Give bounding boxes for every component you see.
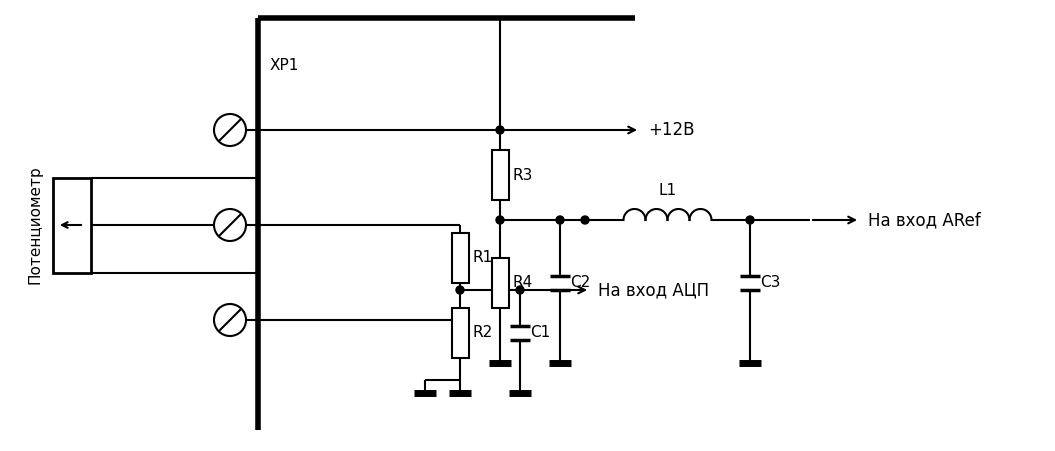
- Text: R2: R2: [472, 325, 493, 340]
- Text: +12В: +12В: [648, 121, 694, 139]
- Text: XP1: XP1: [270, 57, 300, 73]
- Text: На вход АЦП: На вход АЦП: [598, 281, 709, 299]
- Text: На вход ARef: На вход ARef: [868, 211, 981, 229]
- Text: C1: C1: [530, 325, 551, 340]
- Bar: [53, 178, 91, 272]
- Text: C2: C2: [570, 275, 590, 290]
- Circle shape: [516, 286, 524, 294]
- Circle shape: [581, 216, 589, 224]
- Bar: [492, 258, 509, 308]
- Circle shape: [556, 216, 564, 224]
- Text: C3: C3: [760, 275, 781, 290]
- Circle shape: [746, 216, 754, 224]
- Text: Потенциометр: Потенциометр: [27, 166, 42, 285]
- Circle shape: [496, 216, 504, 224]
- Bar: [452, 233, 468, 282]
- Bar: [452, 308, 468, 358]
- Text: R4: R4: [512, 275, 533, 290]
- Text: R3: R3: [512, 167, 533, 183]
- Text: R1: R1: [472, 250, 493, 265]
- Text: L1: L1: [658, 183, 676, 198]
- Bar: [492, 150, 509, 200]
- Circle shape: [456, 286, 464, 294]
- Circle shape: [496, 126, 504, 134]
